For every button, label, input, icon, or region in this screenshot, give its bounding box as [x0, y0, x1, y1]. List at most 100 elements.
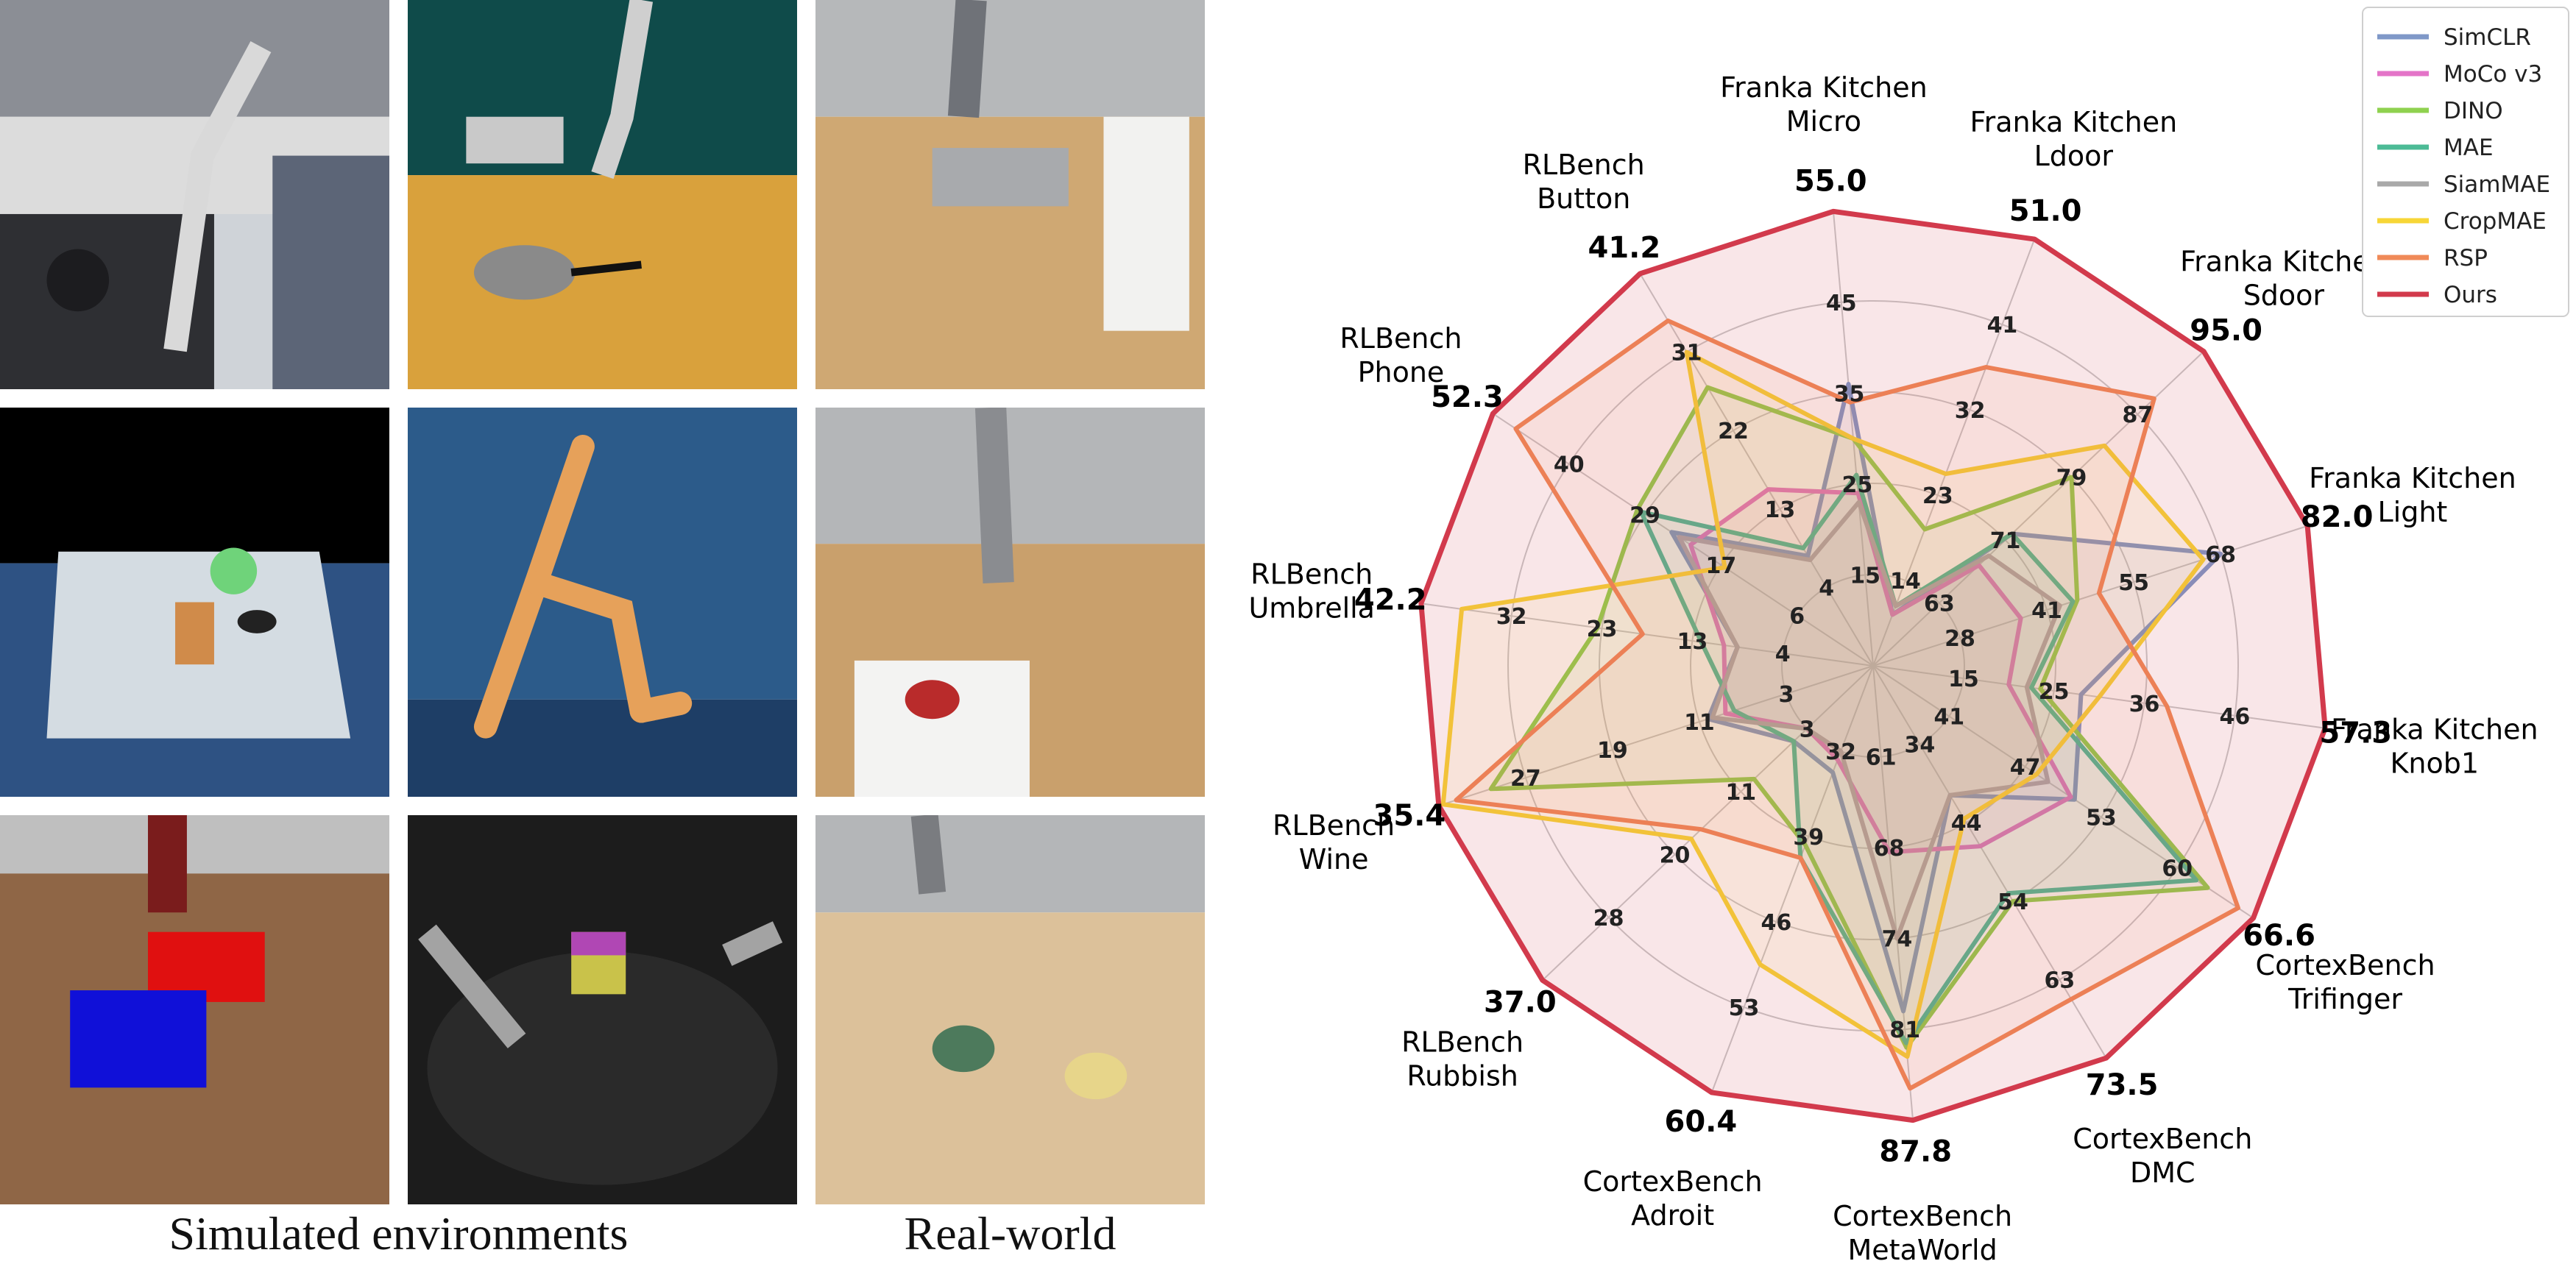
- tick-label: 55: [2118, 570, 2149, 596]
- tick-label: 25: [1842, 472, 1873, 498]
- legend-label: MoCo v3: [2444, 61, 2542, 88]
- tick-label: 45: [1826, 291, 1857, 316]
- axis-max-label: 41.2: [1588, 231, 1661, 265]
- axis-name-label: Franka Kitchen Ldoor: [1970, 106, 2178, 172]
- axis-spoke: [1872, 665, 2107, 1059]
- tick-label: 6: [1789, 603, 1805, 629]
- tick-label: 87: [2122, 402, 2153, 428]
- axis-spoke: [1872, 350, 2204, 667]
- tick-label: 27: [1510, 766, 1541, 792]
- image-real-door: [815, 0, 1205, 389]
- axis-name-label: CortexBench Adroit: [1583, 1165, 1763, 1232]
- tick-label: 31: [1671, 341, 1702, 366]
- grid-circle-3: [1599, 391, 2148, 940]
- axis-max-label: 37.0: [1484, 985, 1557, 1019]
- legend: SimCLR MoCo v3 DINO MAE SiamMAE CropMAE RSP Our…: [2362, 7, 2569, 317]
- axis-max-label: 57.3: [2319, 716, 2392, 750]
- tick-label: 68: [1874, 836, 1905, 862]
- axis-spoke: [1710, 665, 1874, 1093]
- axis-spoke: [1872, 238, 2036, 667]
- tick-label: 63: [2044, 967, 2075, 993]
- tick-label: 36: [2129, 692, 2160, 717]
- tick-label: 40: [1554, 452, 1585, 478]
- grid-circle-4: [1507, 300, 2239, 1031]
- axis-spoke: [1438, 665, 1874, 807]
- tick-label: 68: [2205, 542, 2236, 568]
- image-franka-kitchen: [0, 0, 389, 389]
- tick-label: 28: [1945, 626, 1975, 652]
- tick-label: 63: [1924, 592, 1955, 617]
- tick-label: 13: [1677, 629, 1708, 655]
- legend-box: [2362, 7, 2569, 317]
- tick-label: 54: [1998, 889, 2028, 915]
- tick-label: 44: [1951, 811, 1982, 837]
- tick-label: 23: [1922, 483, 1953, 509]
- tick-label: 3: [1779, 682, 1794, 708]
- axis-spoke: [1872, 525, 2308, 667]
- tick-label: 53: [1729, 995, 1760, 1021]
- tick-label: 14: [1890, 569, 1921, 594]
- tick-label: 35: [1834, 381, 1865, 407]
- tick-label: 11: [1725, 780, 1756, 806]
- axis-name-label: RLBench Button: [1523, 149, 1645, 215]
- tick-label: 41: [2031, 598, 2062, 624]
- tick-label: 41: [1933, 705, 1964, 731]
- axis-max-label: 87.8: [1879, 1134, 1952, 1168]
- legend-label: MAE: [2444, 135, 2494, 161]
- tick-label: 13: [1764, 497, 1795, 523]
- tick-label: 15: [1948, 667, 1979, 692]
- axis-name-label: CortexBench DMC: [2073, 1123, 2252, 1189]
- axis-name-label: CortexBench Trifinger: [2256, 949, 2435, 1015]
- tick-label: 71: [1990, 528, 2021, 554]
- tick-label: 20: [1660, 842, 1691, 868]
- axis-max-label: 52.3: [1431, 380, 1504, 414]
- tick-label: 46: [1761, 910, 1792, 936]
- tick-label: 32: [1825, 739, 1856, 765]
- axis-name-label: Franka Kitchen Knob1: [2331, 713, 2538, 779]
- legend-label: SimCLR: [2444, 24, 2531, 51]
- tick-label: 19: [1597, 738, 1628, 764]
- tick-label: 17: [1705, 553, 1736, 579]
- axis-spoke: [1420, 603, 1874, 667]
- axis-name-label: Franka Kitchen Light: [2309, 462, 2516, 528]
- grid-circle-1: [1781, 574, 1965, 758]
- axis-name-label: RLBench Wine: [1273, 809, 1395, 876]
- tick-label: 34: [1904, 733, 1935, 759]
- axis-name-label: Franka Kitchen Micro: [1720, 71, 1928, 138]
- image-real-button: [815, 408, 1205, 797]
- tick-label: 15: [1850, 563, 1880, 589]
- axis-max-label: 82.0: [2301, 500, 2374, 534]
- tick-label: 79: [2056, 466, 2087, 491]
- tick-label: 32: [1496, 604, 1527, 630]
- axis-name-label: RLBench Umbrella: [1248, 558, 1375, 625]
- image-rlbench-blocks: [0, 815, 389, 1204]
- axis-name-label: RLBench Phone: [1340, 322, 1462, 388]
- legend-label: SiamMAE: [2444, 171, 2550, 198]
- axis-spoke: [1542, 665, 1874, 981]
- tick-label: 61: [1866, 745, 1897, 771]
- caption-real-world: Real-world: [904, 1207, 1117, 1260]
- grid-circle-2: [1690, 483, 2056, 849]
- axis-max-label: 60.4: [1664, 1105, 1737, 1139]
- tick-label: 74: [1882, 927, 1913, 953]
- tick-label: 53: [2086, 806, 2117, 831]
- tick-label: 47: [2010, 755, 2041, 781]
- legend-label: Ours: [2444, 282, 2497, 308]
- image-real-cups: [815, 815, 1205, 1204]
- axis-max-label: 95.0: [2190, 314, 2262, 348]
- axis-max-label: 35.4: [1373, 799, 1446, 833]
- series-rsp: [1454, 318, 2240, 1091]
- axis-max-label: 55.0: [1794, 165, 1867, 199]
- image-dmc-walker: [408, 408, 797, 797]
- axis-max-label: 42.2: [1354, 583, 1427, 617]
- series-ours: [1418, 208, 2328, 1123]
- tick-label: 23: [1587, 617, 1618, 642]
- tick-label: 4: [1819, 575, 1834, 601]
- tick-label: 29: [1630, 502, 1660, 528]
- tick-label: 22: [1718, 419, 1749, 444]
- axis-name-label: Franka Kitchen Sdoor: [2180, 245, 2388, 311]
- tick-label: 25: [2039, 679, 2070, 705]
- tick-label: 60: [2162, 856, 2193, 881]
- tick-label: 28: [1593, 906, 1624, 931]
